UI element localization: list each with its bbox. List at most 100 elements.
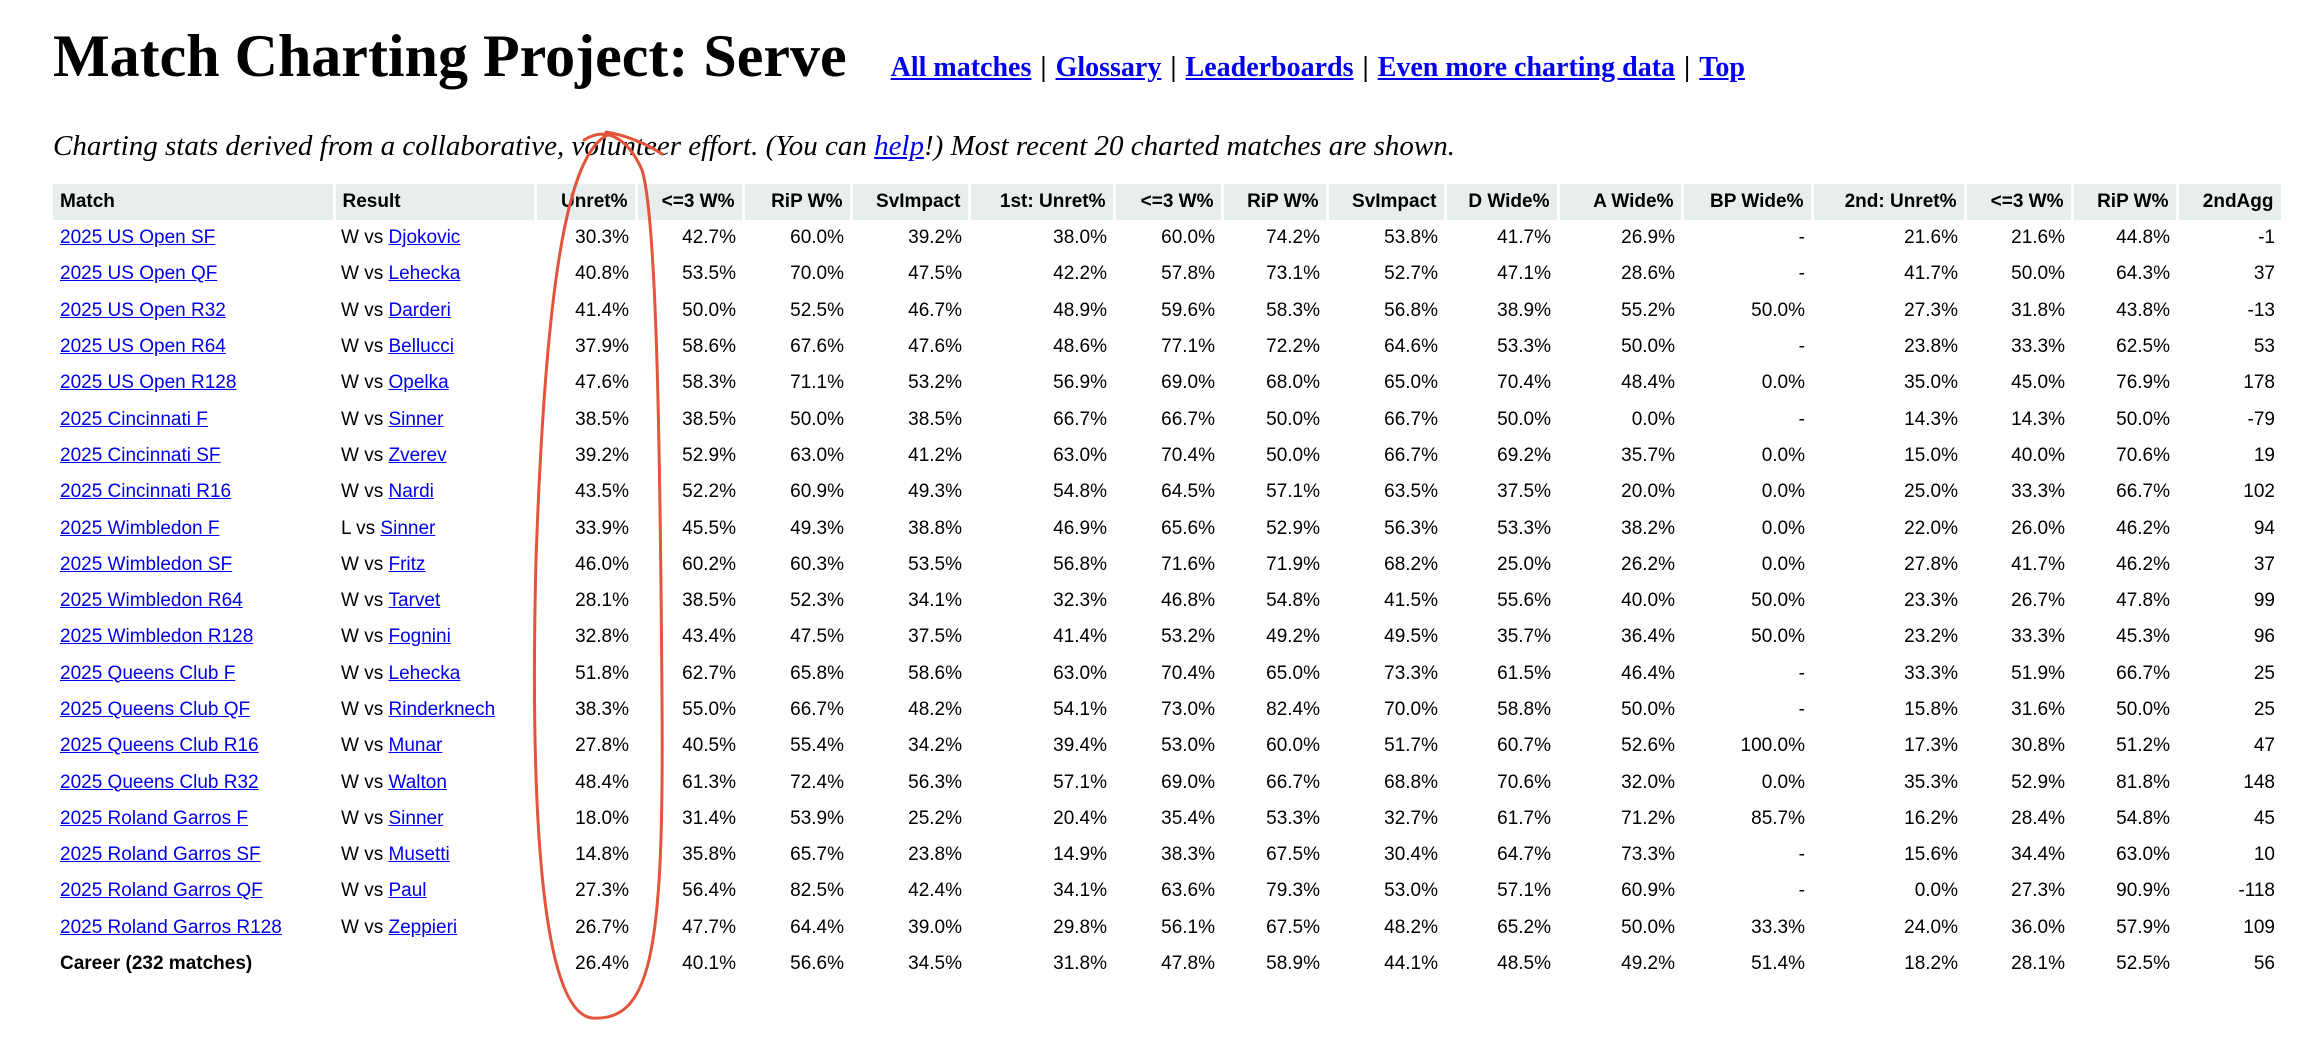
stat-cell: 65.2% (1497, 916, 1551, 938)
stat-cell: 41.4% (1053, 626, 1107, 648)
table-row: 2025 Wimbledon R64 W vs Tarvet 28.1% 38.5% 5… (53, 583, 2282, 619)
stat-cell: 48.2% (908, 699, 962, 720)
opponent-link[interactable]: Musetti (388, 844, 450, 866)
stat-cell: 64.4% (790, 916, 844, 938)
table-row: 2025 Cincinnati F W vs Sinner 38.5% 38.5% 50… (53, 401, 2282, 437)
opponent-link[interactable]: Zverev (388, 444, 447, 466)
nav-link[interactable]: Leaderboards (1185, 52, 1354, 83)
match-link[interactable]: 2025 Queens Club R16 (60, 735, 259, 757)
stat-cell: 52.9% (1266, 517, 1320, 539)
stat-cell: 41.5% (1384, 590, 1438, 612)
help-link[interactable]: help (874, 130, 924, 162)
result-cell: W vs Paul (334, 873, 535, 909)
stat-cell: 46.2% (2116, 517, 2170, 539)
stat-cell: 48.5% (1497, 953, 1551, 975)
nav-link[interactable]: Top (1699, 52, 1745, 83)
stat-cell: 71.9% (1266, 553, 1320, 575)
match-link[interactable]: 2025 Cincinnati SF (60, 444, 221, 466)
stat-cell: 76.9% (2116, 372, 2170, 394)
stat-cell: 54.8% (1266, 590, 1320, 612)
opponent-link[interactable]: Munar (388, 735, 443, 757)
match-link[interactable]: 2025 Cincinnati R16 (60, 481, 232, 503)
stat-cell: 28.6% (1621, 263, 1675, 285)
stat-cell: 25.2% (908, 807, 962, 829)
opponent-link[interactable]: Rinderknech (388, 699, 496, 720)
match-link[interactable]: 2025 Wimbledon SF (60, 553, 233, 575)
stat-cell: 51.9% (2011, 662, 2065, 684)
stat-cell: 53.5% (908, 553, 962, 575)
stat-cell: 26.0% (2011, 517, 2065, 539)
stat-cell: 30.3% (575, 227, 629, 249)
stat-cell: - (1798, 227, 1805, 249)
stat-cell: 73.1% (1266, 263, 1320, 285)
match-link[interactable]: 2025 Queens Club R32 (60, 771, 259, 793)
stat-cell: 63.6% (1161, 880, 1215, 902)
match-link[interactable]: 2025 US Open R64 (60, 336, 226, 358)
stat-cell: 0.0% (1914, 880, 1958, 902)
match-link[interactable]: 2025 Queens Club QF (60, 699, 251, 720)
opponent-link[interactable]: Paul (388, 880, 427, 902)
nav-link[interactable]: Glossary (1055, 52, 1162, 83)
match-link[interactable]: 2025 Roland Garros QF (60, 880, 263, 902)
opponent-link[interactable]: Lehecka (388, 662, 461, 684)
nav-link[interactable]: Even more charting data (1377, 52, 1676, 83)
match-link[interactable]: 2025 US Open R32 (60, 299, 226, 321)
nav-link[interactable]: All matches (890, 52, 1032, 83)
stat-cell: 57.1% (1053, 771, 1107, 793)
stat-cell: 50.0% (1266, 408, 1320, 430)
stat-cell: 109 (2243, 916, 2275, 938)
column-header: 1st: Unret% (969, 184, 1116, 220)
opponent-link[interactable]: Sinner (388, 408, 444, 430)
opponent-link[interactable]: Tarvet (388, 590, 441, 612)
stat-cell: 53.3% (1266, 807, 1320, 829)
opponent-link[interactable]: Zeppieri (388, 916, 458, 938)
match-cell: 2025 Wimbledon R64 (53, 583, 334, 619)
stat-cell: -118 (2238, 880, 2275, 902)
opponent-link[interactable]: Fritz (388, 553, 426, 575)
stat-cell: 50.0% (2116, 408, 2170, 430)
opponent-link[interactable]: Sinner (388, 807, 444, 829)
opponent-link[interactable]: Djokovic (388, 227, 461, 249)
match-link[interactable]: 2025 Wimbledon R64 (60, 590, 243, 612)
column-header: <=3 W% (1965, 184, 2074, 220)
match-cell: 2025 Queens Club R16 (53, 728, 334, 764)
stat-cell: 23.2% (1904, 626, 1958, 648)
match-link[interactable]: 2025 Wimbledon F (60, 517, 220, 539)
opponent-link[interactable]: Nardi (388, 481, 434, 503)
column-header: A Wide% (1558, 184, 1684, 220)
opponent-link[interactable]: Walton (388, 771, 447, 793)
match-link[interactable]: 2025 Roland Garros R128 (60, 916, 282, 938)
match-link[interactable]: 2025 US Open QF (60, 263, 218, 285)
match-link[interactable]: 2025 Roland Garros F (60, 807, 248, 829)
opponent-link[interactable]: Darderi (388, 299, 451, 321)
match-link[interactable]: 2025 Wimbledon R128 (60, 626, 254, 648)
match-cell: 2025 Roland Garros SF (53, 837, 334, 873)
stat-cell: 63.0% (1053, 444, 1107, 466)
stat-cell: 44.1% (1384, 953, 1438, 975)
stat-cell: 50.0% (1751, 590, 1805, 612)
match-cell: 2025 Cincinnati SF (53, 438, 334, 474)
stat-cell: - (1798, 336, 1805, 358)
stat-cell: 47.8% (1161, 953, 1215, 975)
stat-cell: 58.3% (1266, 299, 1320, 321)
stat-cell: 56.3% (1384, 517, 1438, 539)
match-link[interactable]: 2025 Queens Club F (60, 662, 236, 684)
opponent-link[interactable]: Lehecka (388, 263, 461, 285)
table-row: 2025 Roland Garros F W vs Sinner 18.0% 31.4… (53, 801, 2282, 837)
column-header: RiP W% (1222, 184, 1329, 220)
result-cell: W vs Lehecka (334, 656, 535, 692)
opponent-link[interactable]: Sinner (380, 517, 436, 539)
match-link[interactable]: 2025 US Open SF (60, 227, 216, 249)
opponent-link[interactable]: Fognini (388, 626, 451, 648)
match-link[interactable]: 2025 US Open R128 (60, 372, 237, 394)
stat-cell: 23.8% (1904, 336, 1958, 358)
table-row: 2025 US Open R128 W vs Opelka 47.6% 58.3% 71… (53, 365, 2282, 401)
match-link[interactable]: 2025 Cincinnati F (60, 408, 208, 430)
stat-cell: 22.0% (1904, 517, 1958, 539)
stat-cell: 0.0% (1761, 553, 1805, 575)
stat-cell: 21.6% (2011, 227, 2065, 249)
result-cell: W vs Sinner (334, 401, 535, 437)
opponent-link[interactable]: Opelka (388, 372, 449, 394)
opponent-link[interactable]: Bellucci (388, 336, 454, 358)
match-link[interactable]: 2025 Roland Garros SF (60, 844, 261, 866)
